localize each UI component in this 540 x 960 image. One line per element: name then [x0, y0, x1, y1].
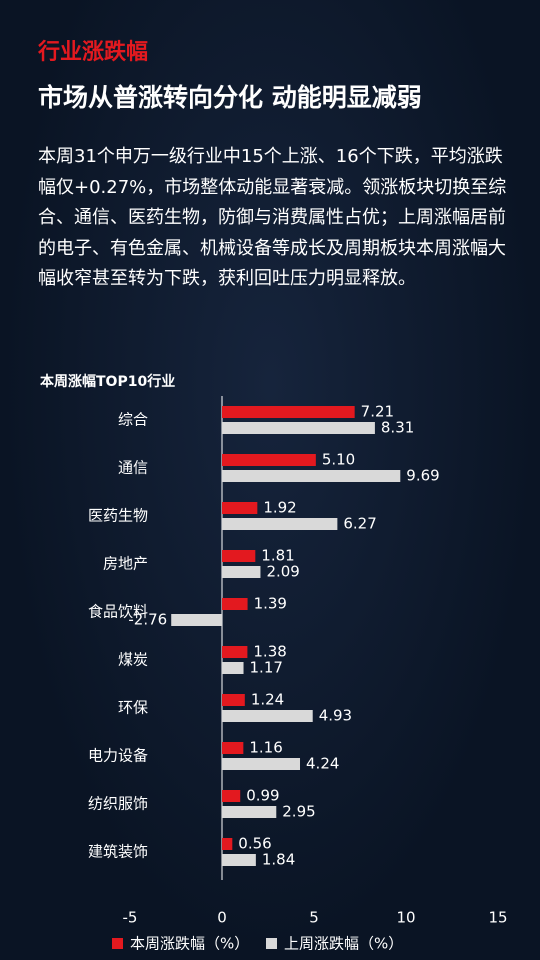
value-label: 4.24: [306, 755, 339, 773]
bar: [222, 566, 261, 578]
value-label: -2.76: [128, 611, 167, 629]
legend-label: 本周涨跌幅（%）: [130, 935, 249, 951]
value-label: 1.17: [250, 659, 283, 677]
bar: [222, 838, 233, 850]
x-tick-label: 15: [488, 909, 507, 927]
value-label: 5.10: [322, 451, 355, 469]
value-label: 1.92: [263, 499, 296, 517]
x-tick-label: 10: [396, 909, 415, 927]
value-label: 0.99: [246, 787, 279, 805]
bar: [222, 742, 244, 754]
bar: [222, 598, 248, 610]
bar: [222, 854, 256, 866]
chart-title: 本周涨幅TOP10行业: [40, 373, 175, 390]
x-tick-label: -5: [123, 909, 138, 927]
category-label: 纺织服饰: [88, 795, 148, 813]
category-label: 医药生物: [88, 507, 148, 525]
headline: 市场从普涨转向分化 动能明显减弱: [38, 83, 422, 112]
bar: [222, 406, 355, 418]
value-label: 7.21: [361, 403, 394, 421]
value-label: 1.84: [262, 851, 295, 869]
value-label: 9.69: [406, 467, 439, 485]
category-label: 综合: [118, 411, 148, 429]
bar: [222, 694, 245, 706]
category-label: 煤炭: [118, 651, 148, 669]
value-label: 1.38: [253, 643, 286, 661]
value-label: 2.09: [266, 563, 299, 581]
category-label: 通信: [118, 459, 148, 477]
category-label: 房地产: [103, 555, 148, 573]
value-label: 2.95: [282, 803, 315, 821]
category-label: 建筑装饰: [88, 843, 148, 861]
bar: [222, 454, 316, 466]
paragraph: 本周31个申万一级行业中15个上涨、16个下跌，平均涨跌幅仅+0.27%，市场整…: [38, 146, 507, 289]
category-label: 食品饮料: [88, 603, 148, 621]
bar: [222, 662, 244, 674]
value-label: 4.93: [319, 707, 352, 725]
category-label: 环保: [118, 699, 148, 717]
bar: [222, 710, 313, 722]
bar: [222, 470, 401, 482]
bar: [222, 790, 241, 802]
bar: [222, 646, 248, 658]
value-label: 8.31: [381, 419, 414, 437]
bar: [171, 614, 222, 626]
bar: [222, 422, 375, 434]
bar: [222, 550, 256, 562]
legend-swatch: [266, 938, 277, 949]
value-label: 6.27: [343, 515, 376, 533]
x-tick-label: 0: [217, 909, 227, 927]
value-label: 1.24: [251, 691, 284, 709]
chart: 本周涨幅TOP10行业 -5 0 5 10 15 综合 7.218.31 通信 5.10 9.69…: [40, 373, 508, 951]
bar: [222, 502, 258, 514]
value-label: 1.81: [261, 547, 294, 565]
x-tick-label: 5: [309, 909, 319, 927]
bar: [222, 518, 338, 530]
bar: [222, 758, 301, 770]
bar: [222, 806, 277, 818]
section-tag: 行业涨跌幅: [38, 40, 149, 65]
value-label: 1.16: [249, 739, 282, 757]
legend-label: 上周涨跌幅（%）: [284, 935, 403, 951]
legend-swatch: [112, 938, 123, 949]
value-label: 0.56: [238, 835, 271, 853]
value-label: 1.39: [254, 595, 287, 613]
category-label: 电力设备: [88, 747, 148, 765]
